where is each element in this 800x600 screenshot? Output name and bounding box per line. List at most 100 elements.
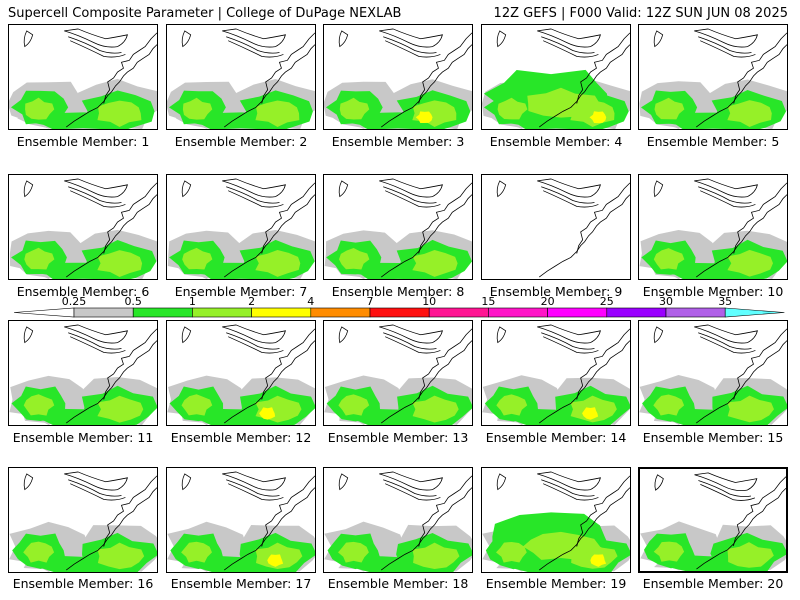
ensemble-member-label: Ensemble Member: 4 [489, 134, 623, 149]
lake-outline [541, 186, 595, 204]
colorbar-segment [192, 307, 252, 318]
colorbar-tick-label: 15 [481, 295, 496, 308]
coastline [538, 194, 630, 278]
member-map-graphic [639, 28, 787, 129]
member-map-graphic [324, 178, 472, 279]
scp-contour-area [255, 100, 300, 128]
colorbar-segment [547, 307, 608, 318]
lake-outline [228, 483, 284, 501]
ensemble-member-map [481, 320, 631, 426]
scp-contour-area [97, 250, 143, 277]
scp-contour-area [267, 554, 284, 567]
scp-contour-area [412, 542, 460, 569]
lake-outline [70, 336, 126, 354]
shoreline [733, 32, 787, 104]
lake-outline [64, 28, 128, 48]
ensemble-member-map [481, 174, 631, 280]
lake-outline [383, 479, 437, 497]
member-map-graphic [167, 324, 315, 425]
scp-contour-area [25, 97, 55, 120]
ensemble-member-map [323, 320, 473, 426]
ensemble-member-label: Ensemble Member: 14 [485, 430, 627, 445]
lake-outline [338, 180, 349, 198]
lake-outline [496, 326, 507, 344]
coastline [380, 340, 472, 424]
lake-outline [698, 332, 752, 350]
lake-outline [226, 186, 280, 204]
ensemble-member-label: Ensemble Member: 3 [331, 134, 465, 149]
scp-contour-area [727, 249, 773, 277]
lake-outline [541, 332, 595, 350]
shoreline [576, 328, 630, 400]
shoreline [103, 328, 157, 400]
lake-outline [383, 36, 437, 54]
coastline [380, 44, 472, 128]
ensemble-member-map [481, 467, 631, 573]
lake-outline [698, 480, 752, 497]
scp-contour-area [23, 541, 55, 563]
colorbar-tick-label: 4 [307, 295, 315, 308]
coastline [223, 44, 315, 128]
shoreline [103, 182, 157, 254]
scp-contour-area [497, 97, 528, 120]
colorbar-tick-label: 0.25 [61, 295, 87, 308]
map-header-title: Supercell Composite Parameter | College … [8, 6, 402, 21]
member-map-graphic [639, 178, 787, 279]
ensemble-member-label: Ensemble Member: 20 [642, 576, 784, 591]
shoreline [418, 328, 472, 400]
lake-outline [654, 474, 664, 491]
lake-outline [698, 36, 752, 54]
ensemble-member-map [323, 467, 473, 573]
member-map-graphic [9, 471, 157, 572]
lake-outline [226, 36, 280, 54]
lake-outline [222, 324, 286, 344]
ensemble-member-map [638, 24, 788, 130]
ensemble-member-map [8, 24, 158, 130]
scp-contour-area [97, 395, 144, 423]
scp-contour-area [259, 407, 276, 420]
lake-outline [541, 479, 595, 497]
coastline [695, 194, 787, 278]
colorbar-segment [132, 307, 193, 318]
colorbar-tick-label: 35 [718, 295, 733, 308]
lake-outline [379, 471, 443, 491]
member-map-graphic [324, 28, 472, 129]
lake-outline [226, 479, 280, 497]
scp-contour-area [339, 97, 370, 120]
lake-outline [700, 484, 755, 501]
shoreline [733, 476, 786, 547]
lake-outline [653, 30, 664, 48]
ensemble-member-map [166, 320, 316, 426]
colorbar-segment [606, 307, 667, 318]
coastline [65, 194, 157, 278]
lake-outline [23, 180, 34, 198]
shoreline [733, 328, 787, 400]
lake-outline [64, 471, 128, 491]
ensemble-member-label: Ensemble Member: 16 [12, 576, 154, 591]
coastline [65, 44, 157, 128]
lake-outline [70, 40, 126, 58]
ensemble-member-map [638, 320, 788, 426]
scp-contour-area [496, 541, 527, 563]
lake-outline [222, 471, 286, 491]
ensemble-member-label: Ensemble Member: 11 [12, 430, 154, 445]
ensemble-member-label: Ensemble Member: 10 [642, 284, 784, 299]
lake-outline [379, 178, 443, 198]
member-map-graphic [482, 28, 630, 129]
colorbar-left-triangle [14, 307, 75, 318]
lake-outline [181, 473, 192, 491]
scp-contour-area [338, 394, 370, 416]
coastline [538, 44, 630, 128]
lake-outline [23, 473, 34, 491]
shoreline [576, 182, 630, 254]
lake-outline [228, 40, 284, 58]
ensemble-member-label: Ensemble Member: 13 [327, 430, 469, 445]
lake-outline [698, 186, 752, 204]
lake-outline [496, 30, 507, 48]
lake-outline [226, 332, 280, 350]
scp-contour-area [97, 100, 142, 128]
lake-outline [23, 326, 34, 344]
ensemble-member-map [166, 24, 316, 130]
colorbar-tick-label: 30 [659, 295, 673, 308]
member-map-graphic [167, 471, 315, 572]
